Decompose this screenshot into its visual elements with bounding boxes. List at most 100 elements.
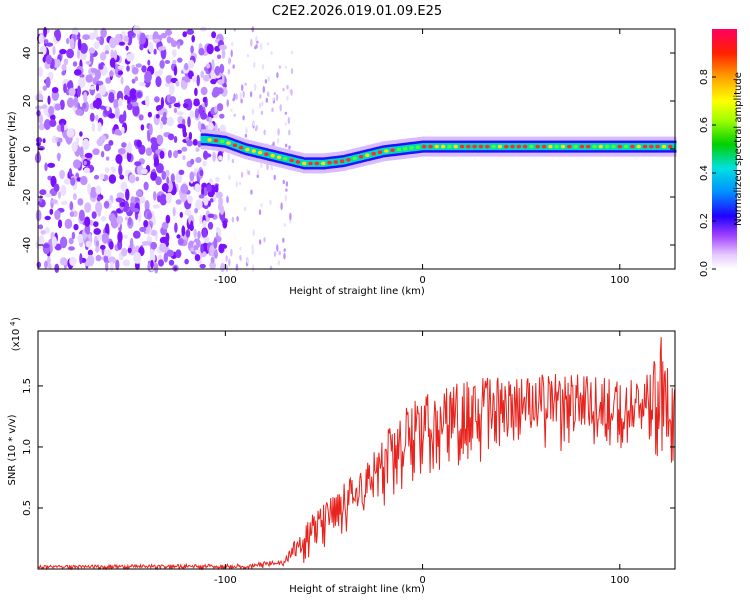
noise-blob (222, 219, 228, 229)
noise-blob (124, 85, 131, 97)
noise-blob (99, 52, 107, 61)
noise-blob (184, 258, 189, 265)
ridge-core (202, 135, 205, 143)
noise-blob (84, 202, 92, 213)
y-tick-label: 0 (22, 146, 33, 152)
noise-blob (78, 77, 86, 89)
noise-blob (146, 211, 152, 220)
noise-blob (256, 40, 259, 44)
noise-blob (213, 250, 218, 259)
noise-blob (290, 88, 293, 96)
noise-blob (256, 169, 260, 176)
ridge-peak (586, 144, 591, 149)
noise-blob (285, 188, 288, 192)
ridge-core (382, 147, 385, 155)
noise-blob (120, 76, 124, 85)
noise-blob (249, 91, 253, 98)
noise-blob (182, 31, 187, 38)
noise-blob (283, 252, 286, 260)
ridge-core (200, 135, 204, 143)
noise-blob (55, 29, 62, 42)
ridge-peak (409, 146, 414, 150)
noise-blob (219, 63, 225, 74)
noise-blob (104, 44, 110, 53)
noise-blob (145, 147, 153, 156)
noise-blob (127, 30, 136, 37)
noise-blob (159, 242, 167, 252)
ridge-peak (529, 144, 534, 149)
noise-blob (83, 91, 88, 103)
noise-blob (273, 251, 277, 257)
noise-blob (226, 195, 229, 203)
noise-blob (103, 200, 110, 209)
ridge-peak (560, 144, 566, 149)
ridge-core (319, 159, 322, 167)
noise-blob (152, 216, 156, 226)
noise-blob (77, 38, 82, 51)
noise-blob (278, 250, 281, 256)
noise-blob (96, 98, 102, 108)
noise-blob (93, 41, 100, 49)
ridge-core (615, 143, 619, 151)
noise-blob (273, 92, 276, 96)
noise-blob (97, 234, 101, 242)
noise-blob (131, 78, 136, 84)
noise-blob (272, 97, 275, 101)
noise-blob (115, 63, 119, 75)
noise-blob (275, 94, 279, 102)
noise-blob (165, 192, 172, 204)
ridge-core (508, 143, 511, 151)
noise-blob (285, 181, 289, 187)
y-tick-label: -20 (22, 189, 33, 205)
noise-blob (77, 85, 81, 98)
noise-blob (135, 190, 143, 197)
noise-blob (68, 87, 76, 97)
ridge-peak (251, 149, 256, 153)
noise-blob (103, 143, 111, 152)
noise-blob (203, 74, 210, 82)
ridge-core (659, 143, 663, 151)
noise-blob (119, 201, 126, 207)
ridge-core (230, 140, 234, 148)
ridge-core (426, 143, 429, 151)
noise-blob (73, 69, 82, 76)
noise-blob (156, 134, 164, 145)
noise-blob (97, 122, 102, 132)
noise-blob (132, 104, 140, 117)
noise-blob (131, 67, 139, 75)
noise-blob (69, 201, 74, 211)
noise-blob (85, 60, 92, 65)
ridge-peak (535, 144, 540, 149)
noise-blob (109, 37, 117, 49)
noise-blob (238, 181, 242, 186)
noise-blob (198, 194, 205, 199)
noise-blob (183, 102, 189, 109)
noise-blob (153, 191, 157, 201)
ridge-core (558, 143, 562, 151)
noise-blob (168, 103, 172, 109)
noise-blob (43, 26, 47, 38)
noise-blob (175, 249, 182, 259)
noise-blob (148, 34, 154, 40)
ridge-core (527, 143, 530, 151)
noise-blob (129, 88, 137, 100)
noise-blob (208, 178, 213, 184)
noise-blob (100, 150, 105, 158)
noise-blob (263, 237, 266, 243)
noise-blob (212, 151, 217, 162)
noise-blob (93, 221, 99, 228)
noise-blob (83, 167, 91, 174)
noise-blob (184, 78, 191, 83)
noise-blob (233, 113, 236, 117)
noise-blob (38, 123, 45, 131)
noise-blob (290, 51, 294, 55)
noise-blob (258, 102, 262, 109)
noise-blob (54, 209, 61, 220)
noise-blob (244, 133, 248, 138)
noise-blob (187, 195, 193, 204)
noise-blob (173, 150, 179, 159)
noise-blob (197, 230, 201, 239)
noise-blob (35, 93, 44, 102)
ridge-core (300, 159, 303, 167)
noise-blob (252, 121, 256, 127)
